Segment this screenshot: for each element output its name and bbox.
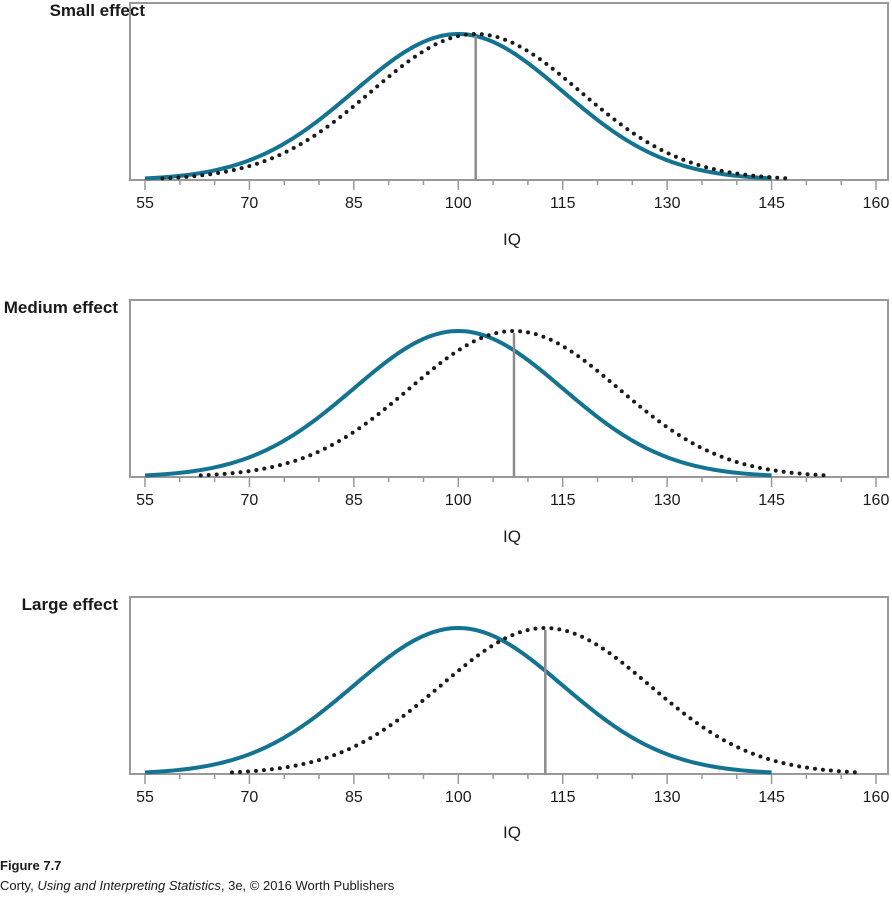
sample-distribution-curve — [198, 328, 830, 478]
figure-credit: Corty, Using and Interpreting Statistics… — [0, 878, 394, 893]
plot-frame — [129, 596, 889, 775]
plot-frame — [129, 2, 889, 181]
x-tick-label: 85 — [345, 492, 363, 509]
x-tick-label: 85 — [345, 195, 363, 212]
x-tick-label: 85 — [345, 789, 363, 806]
plot-frame — [129, 299, 889, 478]
credit-suffix: , 3e, © 2016 Worth Publishers — [220, 878, 395, 893]
medium-effect-panel: Medium effect 55 70 85 100 115 130 145 160 IQ — [4, 298, 890, 546]
population-distribution-curve — [144, 329, 772, 478]
panel-title: Large effect — [22, 595, 119, 614]
small-effect-panel: Small effect 55 70 85 100 115 130 145 160 IQ — [50, 1, 890, 249]
x-tick-label: 130 — [654, 492, 681, 509]
x-tick-label: 70 — [241, 492, 259, 509]
x-tick-label: 70 — [241, 195, 259, 212]
sample-distribution-curve — [230, 625, 861, 775]
x-tick-label: 55 — [136, 195, 154, 212]
x-axis-title: IQ — [503, 230, 521, 249]
x-tick-label: 145 — [758, 195, 785, 212]
x-tick-label: 130 — [654, 195, 681, 212]
x-tick-label: 100 — [445, 789, 472, 806]
x-tick-label: 160 — [863, 789, 890, 806]
large-effect-panel: Large effect 55 70 85 100 115 130 145 160 IQ — [22, 595, 890, 842]
x-tick-label: 115 — [550, 492, 576, 509]
x-tick-label: 115 — [550, 789, 576, 806]
x-tick-label: 55 — [136, 789, 154, 806]
panel-title: Medium effect — [4, 298, 119, 317]
sample-distribution-curve — [160, 31, 791, 181]
credit-prefix: Corty, — [0, 878, 38, 893]
x-tick-label: 55 — [136, 492, 154, 509]
x-axis-title: IQ — [503, 823, 521, 842]
panel-title: Small effect — [50, 1, 146, 20]
x-tick-label: 130 — [654, 789, 681, 806]
x-tick-label: 160 — [863, 492, 890, 509]
x-tick-label: 160 — [863, 195, 890, 212]
population-distribution-curve — [144, 626, 772, 775]
x-tick-label: 145 — [758, 492, 785, 509]
population-distribution-curve — [144, 32, 772, 181]
x-tick-label: 100 — [445, 492, 472, 509]
x-tick-label: 145 — [758, 789, 785, 806]
x-tick-label: 70 — [241, 789, 259, 806]
x-tick-label: 100 — [445, 195, 472, 212]
figure-number: Figure 7.7 — [0, 858, 62, 873]
credit-title: Using and Interpreting Statistics — [37, 878, 221, 893]
x-axis-title: IQ — [503, 527, 521, 546]
x-tick-label: 115 — [550, 195, 576, 212]
